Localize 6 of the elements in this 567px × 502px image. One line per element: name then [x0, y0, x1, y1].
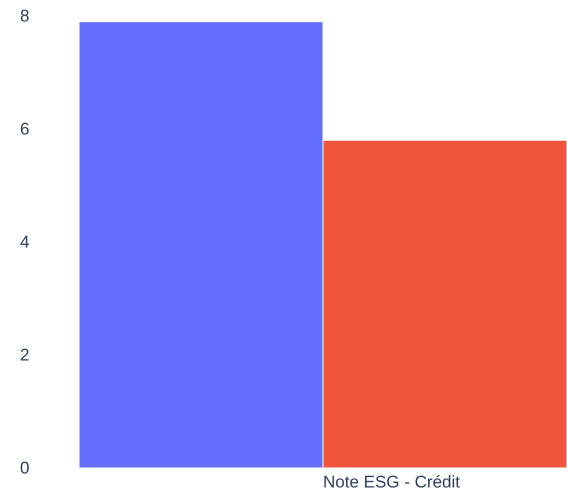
y-tick-label: 6 — [20, 120, 30, 138]
y-tick-label: 0 — [20, 458, 30, 478]
x-tick-label: Note ESG - Crédit — [323, 472, 460, 492]
y-tick-label: 4 — [20, 232, 30, 252]
y-tick-label: 8 — [20, 6, 30, 26]
y-tick-label: 2 — [20, 346, 30, 364]
